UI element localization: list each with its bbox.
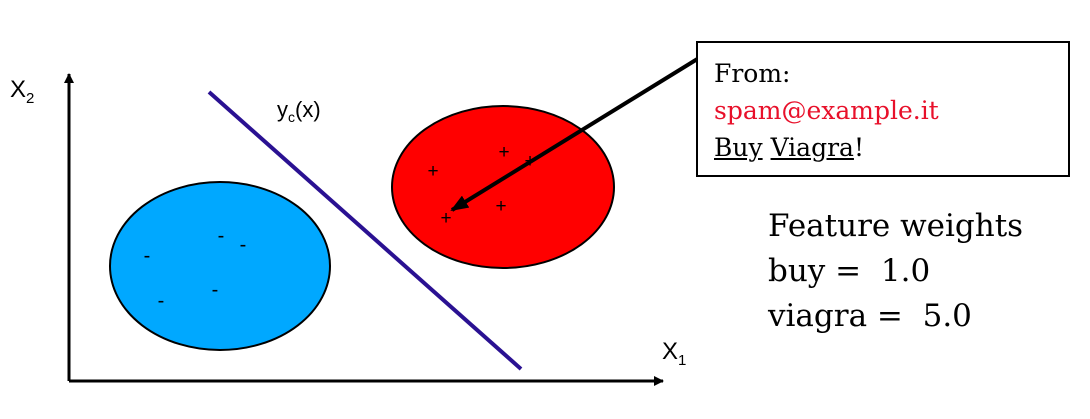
- feature-name: buy: [768, 253, 826, 289]
- feature-weights: Feature weights buy = 1.0 viagra = 5.0: [768, 204, 1023, 339]
- x-axis-label: X1: [662, 338, 686, 369]
- negative-mark: -: [144, 245, 151, 267]
- email-subject: Buy Viagra!: [714, 129, 1068, 166]
- positive-mark: +: [440, 208, 451, 229]
- feature-weight-row: buy = 1.0: [768, 249, 1023, 294]
- feature-equals: =: [825, 253, 881, 289]
- feature-value: 1.0: [880, 253, 931, 289]
- email-subject-end: !: [853, 133, 864, 162]
- y-axis-label: X2: [10, 76, 34, 107]
- email-word-buy: Buy: [714, 133, 763, 162]
- email-word-space: [763, 133, 771, 162]
- feature-equals: =: [867, 298, 923, 334]
- email-word-viagra: Viagra: [770, 133, 854, 162]
- email-pointer-arrow: [450, 56, 701, 212]
- positive-mark: +: [498, 142, 509, 163]
- negative-marks: - - - - -: [144, 225, 247, 312]
- email-example-box: From: spam@example.it Buy Viagra!: [696, 41, 1070, 177]
- negative-cluster: [109, 181, 331, 351]
- negative-mark: -: [218, 225, 225, 247]
- negative-mark: -: [212, 279, 219, 301]
- negative-mark: -: [240, 234, 247, 256]
- decision-boundary: [207, 90, 523, 371]
- negative-mark: -: [158, 290, 165, 312]
- email-from-label: From:: [714, 59, 791, 88]
- feature-weight-row: viagra = 5.0: [768, 294, 1023, 339]
- email-from-address: spam@example.it: [714, 96, 939, 125]
- feature-name: viagra: [768, 298, 868, 334]
- feature-value: 5.0: [922, 298, 972, 334]
- decision-boundary-label: yc(x): [277, 97, 321, 125]
- feature-weights-title: Feature weights: [768, 208, 1024, 244]
- positive-mark: +: [495, 196, 506, 217]
- positive-mark: +: [427, 161, 438, 182]
